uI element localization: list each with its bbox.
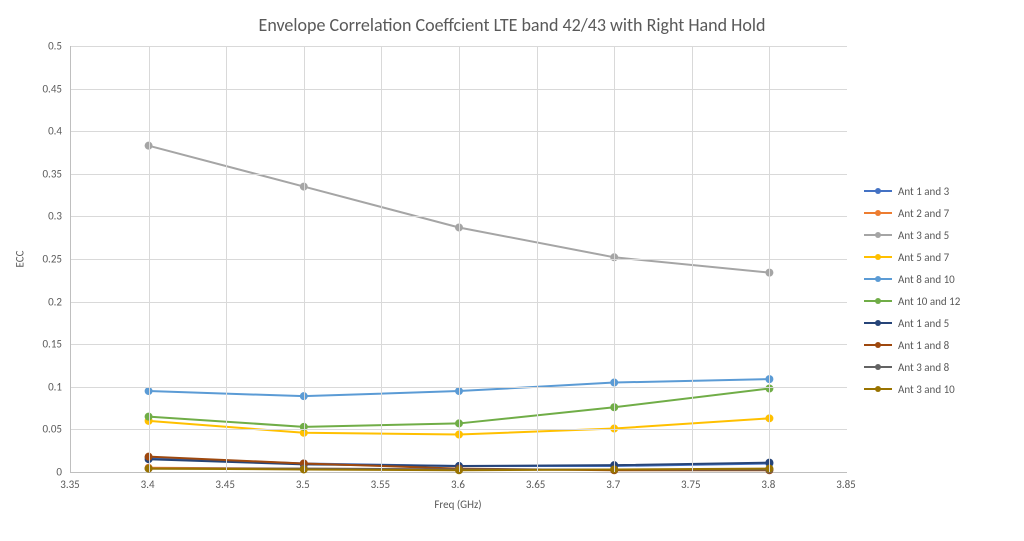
- legend-marker: [864, 252, 892, 262]
- y-tick-label: 0.3: [0, 210, 62, 223]
- gridline-v: [692, 46, 693, 472]
- y-tick-label: 0.35: [0, 167, 62, 180]
- legend: Ant 1 and 3 Ant 2 and 7 Ant 3 and 5 Ant 5 a…: [864, 180, 960, 400]
- y-tick-label: 0.4: [0, 125, 62, 138]
- legend-label: Ant 1 and 8: [898, 339, 949, 352]
- chart-title: Envelope Correlation Coeffcient LTE band…: [0, 0, 1024, 36]
- x-tick-label: 3.6: [451, 478, 465, 491]
- legend-item: Ant 3 and 10: [864, 378, 960, 400]
- legend-marker: [864, 296, 892, 306]
- x-tick-label: 3.5: [296, 478, 310, 491]
- gridline-v: [614, 46, 615, 472]
- y-tick-label: 0.45: [0, 82, 62, 95]
- legend-marker: [864, 274, 892, 284]
- legend-marker: [864, 384, 892, 394]
- gridline-v: [459, 46, 460, 472]
- x-tick-label: 3.65: [526, 478, 546, 491]
- legend-marker: [864, 340, 892, 350]
- legend-label: Ant 8 and 10: [898, 273, 955, 286]
- gridline-v: [381, 46, 382, 472]
- legend-label: Ant 3 and 5: [898, 229, 949, 242]
- legend-item: Ant 2 and 7: [864, 202, 960, 224]
- legend-label: Ant 10 and 12: [898, 295, 960, 308]
- legend-label: Ant 3 and 10: [898, 383, 955, 396]
- x-tick-label: 3.45: [215, 478, 235, 491]
- x-tick-label: 3.7: [606, 478, 620, 491]
- gridline-v: [304, 46, 305, 472]
- legend-item: Ant 10 and 12: [864, 290, 960, 312]
- legend-item: Ant 1 and 3: [864, 180, 960, 202]
- legend-label: Ant 2 and 7: [898, 207, 949, 220]
- y-tick-label: 0.15: [0, 338, 62, 351]
- gridline-v: [769, 46, 770, 472]
- gridline-v: [226, 46, 227, 472]
- legend-item: Ant 3 and 5: [864, 224, 960, 246]
- legend-item: Ant 1 and 8: [864, 334, 960, 356]
- plot-area: [70, 46, 847, 473]
- legend-item: Ant 3 and 8: [864, 356, 960, 378]
- legend-label: Ant 1 and 3: [898, 185, 949, 198]
- x-tick-label: 3.8: [761, 478, 775, 491]
- chart-stage: ECC Freq (GHz) Ant 1 and 3Ant 2 and 7Ant…: [0, 36, 1024, 536]
- legend-marker: [864, 186, 892, 196]
- gridline-v: [537, 46, 538, 472]
- y-tick-label: 0.25: [0, 253, 62, 266]
- legend-label: Ant 1 and 5: [898, 317, 949, 330]
- y-tick-label: 0.05: [0, 423, 62, 436]
- legend-item: Ant 8 and 10: [864, 268, 960, 290]
- legend-marker: [864, 208, 892, 218]
- gridline-v: [149, 46, 150, 472]
- x-tick-label: 3.4: [141, 478, 155, 491]
- y-tick-label: 0.5: [0, 40, 62, 53]
- x-axis-label: Freq (GHz): [434, 498, 481, 511]
- legend-item: Ant 1 and 5: [864, 312, 960, 334]
- y-tick-label: 0: [0, 466, 62, 479]
- legend-marker: [864, 230, 892, 240]
- y-tick-label: 0.1: [0, 380, 62, 393]
- legend-item: Ant 5 and 7: [864, 246, 960, 268]
- x-tick-label: 3.55: [371, 478, 391, 491]
- legend-marker: [864, 318, 892, 328]
- y-tick-label: 0.2: [0, 295, 62, 308]
- x-tick-label: 3.35: [60, 478, 80, 491]
- x-tick-label: 3.85: [836, 478, 856, 491]
- x-tick-label: 3.75: [681, 478, 701, 491]
- legend-marker: [864, 362, 892, 372]
- legend-label: Ant 3 and 8: [898, 361, 949, 374]
- legend-label: Ant 5 and 7: [898, 251, 949, 264]
